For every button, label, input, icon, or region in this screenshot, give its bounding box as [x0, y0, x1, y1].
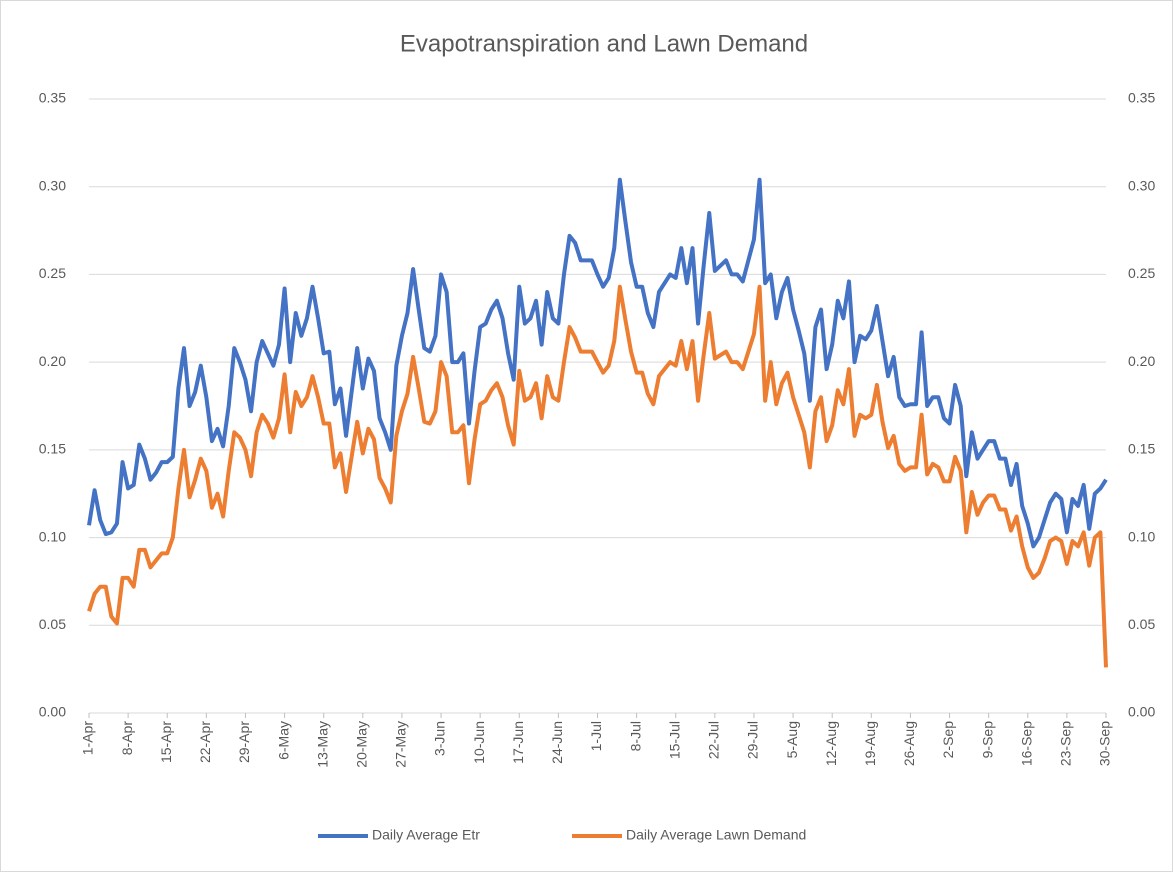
x-tick-label: 6-May [275, 721, 291, 760]
x-tick-label: 30-Sep [1097, 721, 1113, 766]
y2-tick-label: 0.05 [1128, 616, 1155, 632]
x-tick-label: 26-Aug [901, 721, 917, 766]
x-tick-label: 10-Jun [471, 721, 487, 764]
x-tick-label: 15-Apr [158, 721, 174, 763]
legend-label: Daily Average Etr [372, 827, 480, 843]
x-tick-label: 3-Jun [432, 721, 448, 756]
x-tick-label: 23-Sep [1058, 721, 1074, 766]
x-tick-label: 5-Aug [784, 721, 800, 758]
line-series [87, 177, 1108, 549]
x-tick-label: 8-Jul [627, 721, 643, 751]
x-tick-label: 17-Jun [510, 721, 526, 764]
x-tick-label: 15-Jul [666, 721, 682, 759]
x-tick-label: 29-Apr [236, 721, 252, 763]
y-tick-label: 0.30 [39, 177, 66, 193]
x-tick-label: 24-Jun [549, 721, 565, 764]
y-tick-label: 0.20 [39, 353, 66, 369]
x-tick-label: 27-May [393, 721, 409, 768]
x-tick-label: 9-Sep [979, 721, 995, 759]
x-tick-label: 22-Apr [197, 721, 213, 763]
x-tick-label: 16-Sep [1018, 721, 1034, 766]
y-tick-label: 0.15 [39, 441, 66, 457]
x-tick-label: 20-May [354, 721, 370, 768]
x-tick-label: 22-Jul [706, 721, 722, 759]
line-series [87, 284, 1108, 668]
y2-tick-label: 0.15 [1128, 441, 1155, 457]
y2-tick-label: 0.00 [1128, 704, 1155, 720]
y2-tick-label: 0.20 [1128, 353, 1155, 369]
y2-tick-label: 0.25 [1128, 265, 1155, 281]
x-tick-label: 8-Apr [119, 721, 135, 756]
y-tick-label: 0.05 [39, 616, 66, 632]
y2-tick-label: 0.10 [1128, 528, 1155, 544]
x-tick-label: 2-Sep [940, 721, 956, 759]
y-tick-label: 0.35 [39, 90, 66, 106]
x-tick-label: 1-Apr [80, 721, 96, 756]
chart-title: Evapotranspiration and Lawn Demand [400, 30, 808, 57]
legend-label: Daily Average Lawn Demand [626, 827, 806, 843]
x-tick-label: 12-Aug [823, 721, 839, 766]
x-tick-label: 13-May [314, 721, 330, 768]
x-tick-label: 29-Jul [745, 721, 761, 759]
x-tick-label: 19-Aug [862, 721, 878, 766]
y-tick-label: 0.25 [39, 265, 66, 281]
y2-tick-label: 0.30 [1128, 177, 1155, 193]
y2-tick-label: 0.35 [1128, 90, 1155, 106]
x-tick-label: 1-Jul [588, 721, 604, 751]
y-tick-label: 0.10 [39, 528, 66, 544]
y-tick-label: 0.00 [39, 704, 66, 720]
